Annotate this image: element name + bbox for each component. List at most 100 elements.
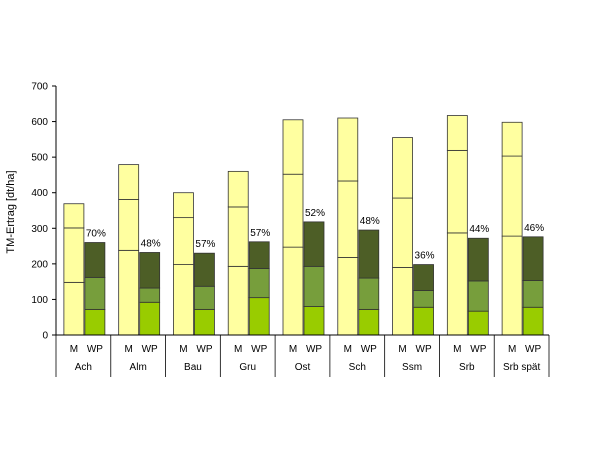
bar-wp-segment bbox=[248, 268, 270, 299]
y-tick-label: 300 bbox=[31, 224, 48, 235]
bar-wp-segment bbox=[358, 308, 380, 336]
y-tick-label: 400 bbox=[31, 188, 48, 199]
bar-wp-segment bbox=[358, 229, 380, 279]
x-sub-label: WP bbox=[251, 344, 267, 355]
bar-wp-segment bbox=[467, 310, 489, 336]
x-sub-label: M bbox=[344, 344, 352, 355]
bar-m-segment bbox=[501, 235, 523, 336]
bar-wp-segment bbox=[139, 252, 161, 289]
x-sub-label: M bbox=[124, 344, 132, 355]
bar-m-segment bbox=[337, 117, 359, 182]
x-sub-label: M bbox=[70, 344, 78, 355]
bar-wp-segment bbox=[467, 280, 489, 312]
data-label: 57% bbox=[195, 239, 215, 250]
x-sub-label: M bbox=[179, 344, 187, 355]
data-label: 52% bbox=[305, 208, 325, 219]
x-sub-label: M bbox=[508, 344, 516, 355]
x-category-label: Ssm bbox=[402, 362, 422, 373]
y-tick-label: 100 bbox=[31, 295, 48, 306]
x-category-label: Srb bbox=[459, 362, 475, 373]
bar-m-segment bbox=[282, 173, 304, 248]
x-category-label: Gru bbox=[239, 362, 256, 373]
bar-m-segment bbox=[227, 265, 249, 336]
data-label: 48% bbox=[141, 238, 161, 249]
bar-m-segment bbox=[63, 281, 85, 336]
x-sub-label: WP bbox=[525, 344, 541, 355]
y-tick-label: 600 bbox=[31, 117, 48, 128]
bar-wp-segment bbox=[84, 308, 106, 336]
y-axis-title: TM-Ertrag [dt/ha] bbox=[5, 170, 17, 253]
x-sub-label: M bbox=[234, 344, 242, 355]
bar-m-segment bbox=[118, 199, 140, 251]
bar-m-segment bbox=[446, 232, 468, 336]
bar-m-segment bbox=[282, 119, 304, 175]
data-label: 48% bbox=[360, 216, 380, 227]
bar-wp-segment bbox=[194, 308, 215, 336]
bar-wp-segment bbox=[358, 277, 380, 310]
y-tick-label: 700 bbox=[31, 82, 48, 93]
bar-wp-segment bbox=[522, 280, 544, 308]
y-tick-label: 200 bbox=[31, 259, 48, 270]
bar-m-segment bbox=[173, 192, 194, 219]
x-category-label: Srb spät bbox=[503, 362, 540, 373]
bar-wp-segment bbox=[248, 297, 270, 336]
bar-wp-segment bbox=[522, 306, 544, 336]
bar-wp-segment bbox=[413, 264, 434, 291]
bar-wp-segment bbox=[303, 221, 325, 267]
bar-m-segment bbox=[501, 155, 523, 237]
bar-wp-segment bbox=[522, 236, 544, 281]
bar-m-segment bbox=[337, 180, 359, 258]
bar-wp-segment bbox=[84, 276, 106, 310]
bar-wp-segment bbox=[413, 306, 434, 336]
data-label: 36% bbox=[415, 251, 435, 262]
bar-wp-segment bbox=[139, 301, 161, 336]
bar-m-segment bbox=[392, 197, 413, 268]
bar-wp-segment bbox=[303, 306, 325, 336]
bar-wp-segment bbox=[194, 285, 215, 310]
x-category-label: Ost bbox=[295, 362, 311, 373]
bar-m-segment bbox=[227, 206, 249, 267]
x-sub-label: WP bbox=[142, 344, 158, 355]
bar-m-segment bbox=[392, 137, 413, 199]
data-label: 46% bbox=[524, 223, 544, 234]
bar-m-segment bbox=[118, 249, 140, 336]
bar-wp-segment bbox=[194, 252, 215, 287]
bar-wp-segment bbox=[139, 287, 161, 303]
bar-m-segment bbox=[118, 164, 140, 200]
bar-m-segment bbox=[227, 170, 249, 208]
axes-group bbox=[52, 85, 550, 377]
bar-wp-segment bbox=[84, 242, 106, 278]
bar-m-segment bbox=[446, 115, 468, 151]
bar-m-segment bbox=[282, 246, 304, 336]
x-sub-label: WP bbox=[306, 344, 322, 355]
bar-m-segment bbox=[337, 257, 359, 336]
x-sub-label: M bbox=[398, 344, 406, 355]
bar-wp-segment bbox=[413, 290, 434, 308]
bar-wp-segment bbox=[467, 237, 489, 282]
x-sub-label: WP bbox=[87, 344, 103, 355]
bar-m-segment bbox=[173, 217, 194, 265]
x-category-label: Sch bbox=[349, 362, 366, 373]
bar-m-segment bbox=[501, 121, 523, 157]
x-sub-label: WP bbox=[470, 344, 486, 355]
data-label: 44% bbox=[469, 224, 489, 235]
data-label: 57% bbox=[250, 228, 270, 239]
x-sub-label: WP bbox=[361, 344, 377, 355]
x-sub-label: M bbox=[289, 344, 297, 355]
y-tick-label: 500 bbox=[31, 153, 48, 164]
bar-wp-segment bbox=[303, 265, 325, 307]
bar-m-segment bbox=[446, 149, 468, 234]
bar-m-segment bbox=[392, 267, 413, 336]
x-category-label: Ach bbox=[75, 362, 92, 373]
x-category-label: Bau bbox=[184, 362, 202, 373]
x-sub-label: M bbox=[453, 344, 461, 355]
y-tick-label: 0 bbox=[42, 331, 48, 342]
x-sub-label: WP bbox=[416, 344, 432, 355]
x-sub-label: WP bbox=[196, 344, 212, 355]
bar-m-segment bbox=[63, 203, 85, 229]
bar-wp-segment bbox=[248, 241, 270, 269]
data-label: 70% bbox=[86, 229, 106, 240]
bar-m-segment bbox=[173, 264, 194, 336]
